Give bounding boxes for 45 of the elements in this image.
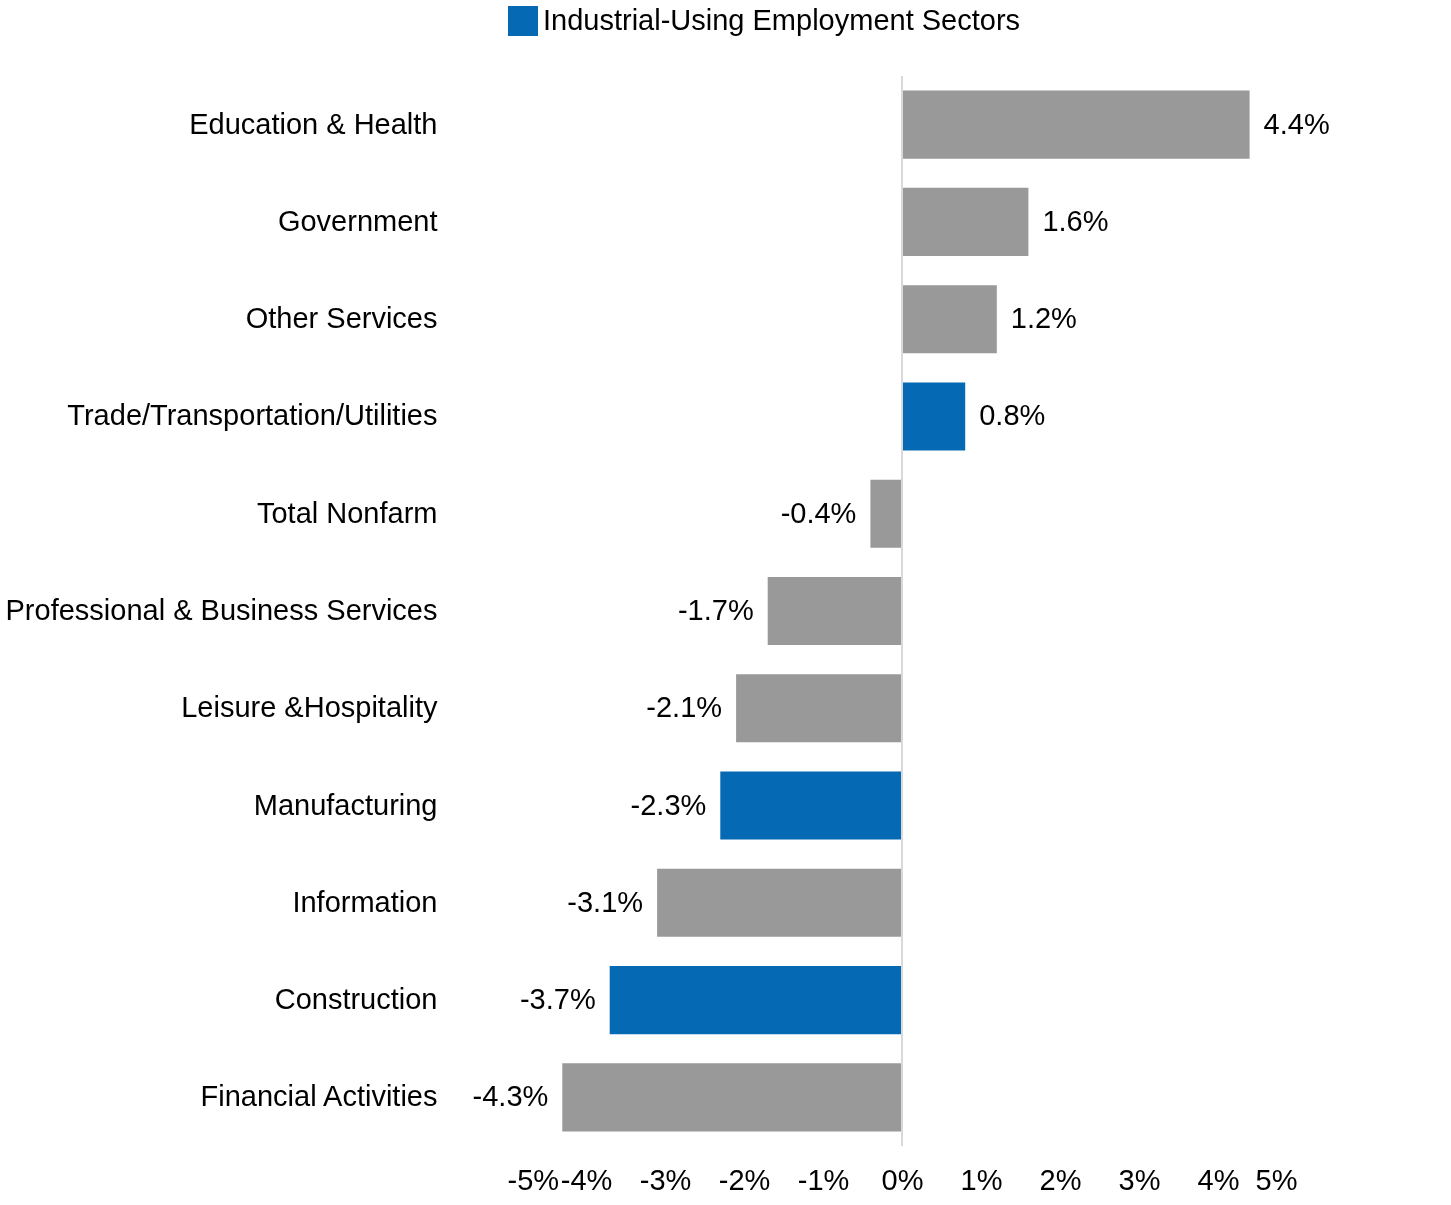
bar bbox=[902, 285, 997, 354]
y-tick-label: Government bbox=[277, 204, 438, 237]
y-tick-label: Professional & Business Services bbox=[5, 594, 438, 626]
data-label: -3.1% bbox=[567, 885, 644, 918]
data-label: -3.7% bbox=[519, 983, 596, 1016]
y-tick-label: Total Nonfarm bbox=[256, 496, 438, 529]
y-tick-label: Leisure &Hospitality bbox=[181, 691, 438, 724]
x-tick-label: -4% bbox=[560, 1163, 613, 1196]
data-label: -2.3% bbox=[630, 788, 707, 821]
y-tick-label: Other Services bbox=[245, 302, 438, 335]
bar bbox=[736, 674, 902, 743]
bar bbox=[902, 382, 966, 451]
data-label: -0.4% bbox=[780, 496, 857, 529]
y-tick-label: Education & Health bbox=[189, 107, 438, 140]
data-label: 1.2% bbox=[1010, 302, 1077, 335]
x-tick-label: -5% bbox=[507, 1163, 560, 1196]
bar bbox=[609, 966, 902, 1035]
bar bbox=[720, 771, 902, 840]
data-label: 1.6% bbox=[1042, 204, 1109, 237]
y-tick-label: Trade/Transportation/Utilities bbox=[67, 399, 438, 432]
legend-label: Industrial-Using Employment Sectors bbox=[543, 4, 1021, 36]
x-tick-label: -3% bbox=[639, 1163, 692, 1196]
x-tick-label: 3% bbox=[1118, 1163, 1161, 1196]
bar bbox=[870, 479, 902, 548]
x-tick-label: 2% bbox=[1039, 1163, 1082, 1196]
y-tick-label: Construction bbox=[274, 983, 438, 1016]
x-tick-label: -2% bbox=[718, 1163, 771, 1196]
bar bbox=[902, 90, 1250, 159]
bar bbox=[657, 868, 902, 937]
y-tick-label: Manufacturing bbox=[253, 788, 438, 821]
y-tick-label: Information bbox=[292, 885, 438, 918]
bar bbox=[767, 576, 902, 646]
data-label: -1.7% bbox=[677, 594, 754, 626]
x-tick-label: -1% bbox=[797, 1163, 850, 1196]
bar bbox=[562, 1063, 902, 1132]
y-tick-label: Financial Activities bbox=[200, 1080, 438, 1113]
bar bbox=[902, 187, 1029, 256]
x-tick-label: 4% bbox=[1197, 1163, 1240, 1196]
x-tick-label: 5% bbox=[1255, 1163, 1298, 1196]
data-label: 4.4% bbox=[1263, 107, 1330, 140]
x-tick-label: 0% bbox=[881, 1163, 924, 1196]
x-tick-label: 1% bbox=[960, 1163, 1003, 1196]
data-label: -4.3% bbox=[472, 1080, 549, 1113]
data-label: -2.1% bbox=[646, 691, 723, 724]
data-label: 0.8% bbox=[979, 399, 1046, 432]
